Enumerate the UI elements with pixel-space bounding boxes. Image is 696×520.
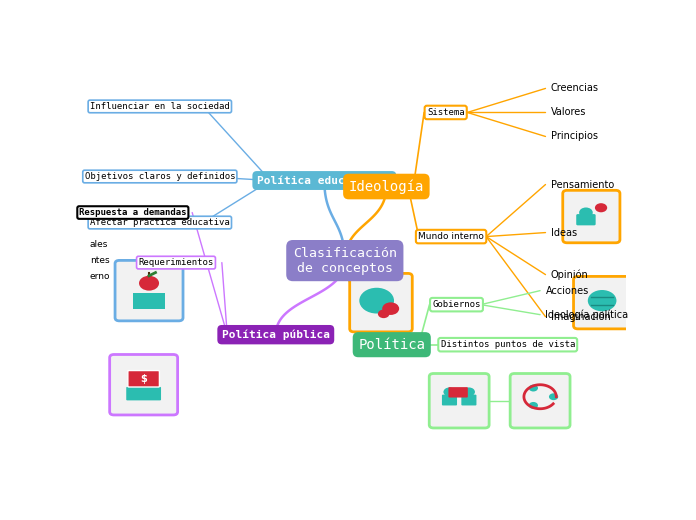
- Text: Política: Política: [358, 337, 425, 352]
- Circle shape: [463, 387, 475, 396]
- Text: Valores: Valores: [551, 108, 586, 118]
- Text: Creencias: Creencias: [551, 83, 599, 94]
- Text: Sistema: Sistema: [427, 108, 464, 117]
- FancyBboxPatch shape: [576, 214, 596, 225]
- FancyBboxPatch shape: [563, 190, 620, 243]
- Text: Gobiernos: Gobiernos: [432, 300, 481, 309]
- Text: Política educacional: Política educacional: [257, 176, 392, 186]
- FancyBboxPatch shape: [429, 373, 489, 428]
- FancyBboxPatch shape: [133, 293, 166, 309]
- FancyBboxPatch shape: [448, 387, 468, 397]
- Circle shape: [529, 385, 538, 392]
- Text: Política pública: Política pública: [222, 330, 330, 340]
- Circle shape: [549, 393, 558, 400]
- Text: Respuesta a demandas: Respuesta a demandas: [79, 208, 187, 217]
- Circle shape: [378, 309, 390, 318]
- Text: Pensamiento: Pensamiento: [551, 179, 614, 189]
- Text: erno: erno: [90, 272, 110, 281]
- Circle shape: [382, 302, 400, 315]
- FancyBboxPatch shape: [461, 395, 477, 406]
- FancyBboxPatch shape: [126, 387, 161, 400]
- Circle shape: [443, 387, 455, 396]
- FancyBboxPatch shape: [115, 261, 183, 321]
- Text: $: $: [141, 374, 147, 384]
- Text: Opinión: Opinión: [551, 269, 589, 280]
- FancyBboxPatch shape: [510, 373, 570, 428]
- Text: Acciones: Acciones: [546, 285, 589, 296]
- Text: Mundo interno: Mundo interno: [418, 232, 484, 241]
- Circle shape: [359, 288, 394, 314]
- FancyBboxPatch shape: [110, 355, 177, 415]
- Text: Distintos puntos de vista: Distintos puntos de vista: [441, 340, 575, 349]
- FancyBboxPatch shape: [128, 371, 159, 387]
- Text: Imaginación: Imaginación: [551, 311, 610, 322]
- Text: Objetivos claros y definidos: Objetivos claros y definidos: [85, 172, 235, 181]
- Circle shape: [579, 207, 593, 217]
- FancyBboxPatch shape: [574, 277, 631, 329]
- Circle shape: [588, 290, 617, 311]
- Text: Clasificación
de conceptos: Clasificación de conceptos: [293, 246, 397, 275]
- Text: Principios: Principios: [551, 132, 598, 141]
- Circle shape: [139, 276, 159, 291]
- Text: Ideología: Ideología: [349, 179, 424, 194]
- Text: ales: ales: [90, 240, 108, 249]
- Text: Ideología política: Ideología política: [546, 309, 628, 320]
- FancyBboxPatch shape: [442, 395, 457, 406]
- Text: Afectar práctica educativa: Afectar práctica educativa: [90, 218, 230, 227]
- Text: Requerimientos: Requerimientos: [139, 258, 214, 267]
- Text: Influenciar en la sociedad: Influenciar en la sociedad: [90, 102, 230, 111]
- Circle shape: [529, 402, 538, 409]
- Text: Ideas: Ideas: [551, 228, 577, 238]
- Circle shape: [595, 203, 607, 212]
- FancyBboxPatch shape: [349, 274, 412, 332]
- Text: ntes: ntes: [90, 256, 109, 265]
